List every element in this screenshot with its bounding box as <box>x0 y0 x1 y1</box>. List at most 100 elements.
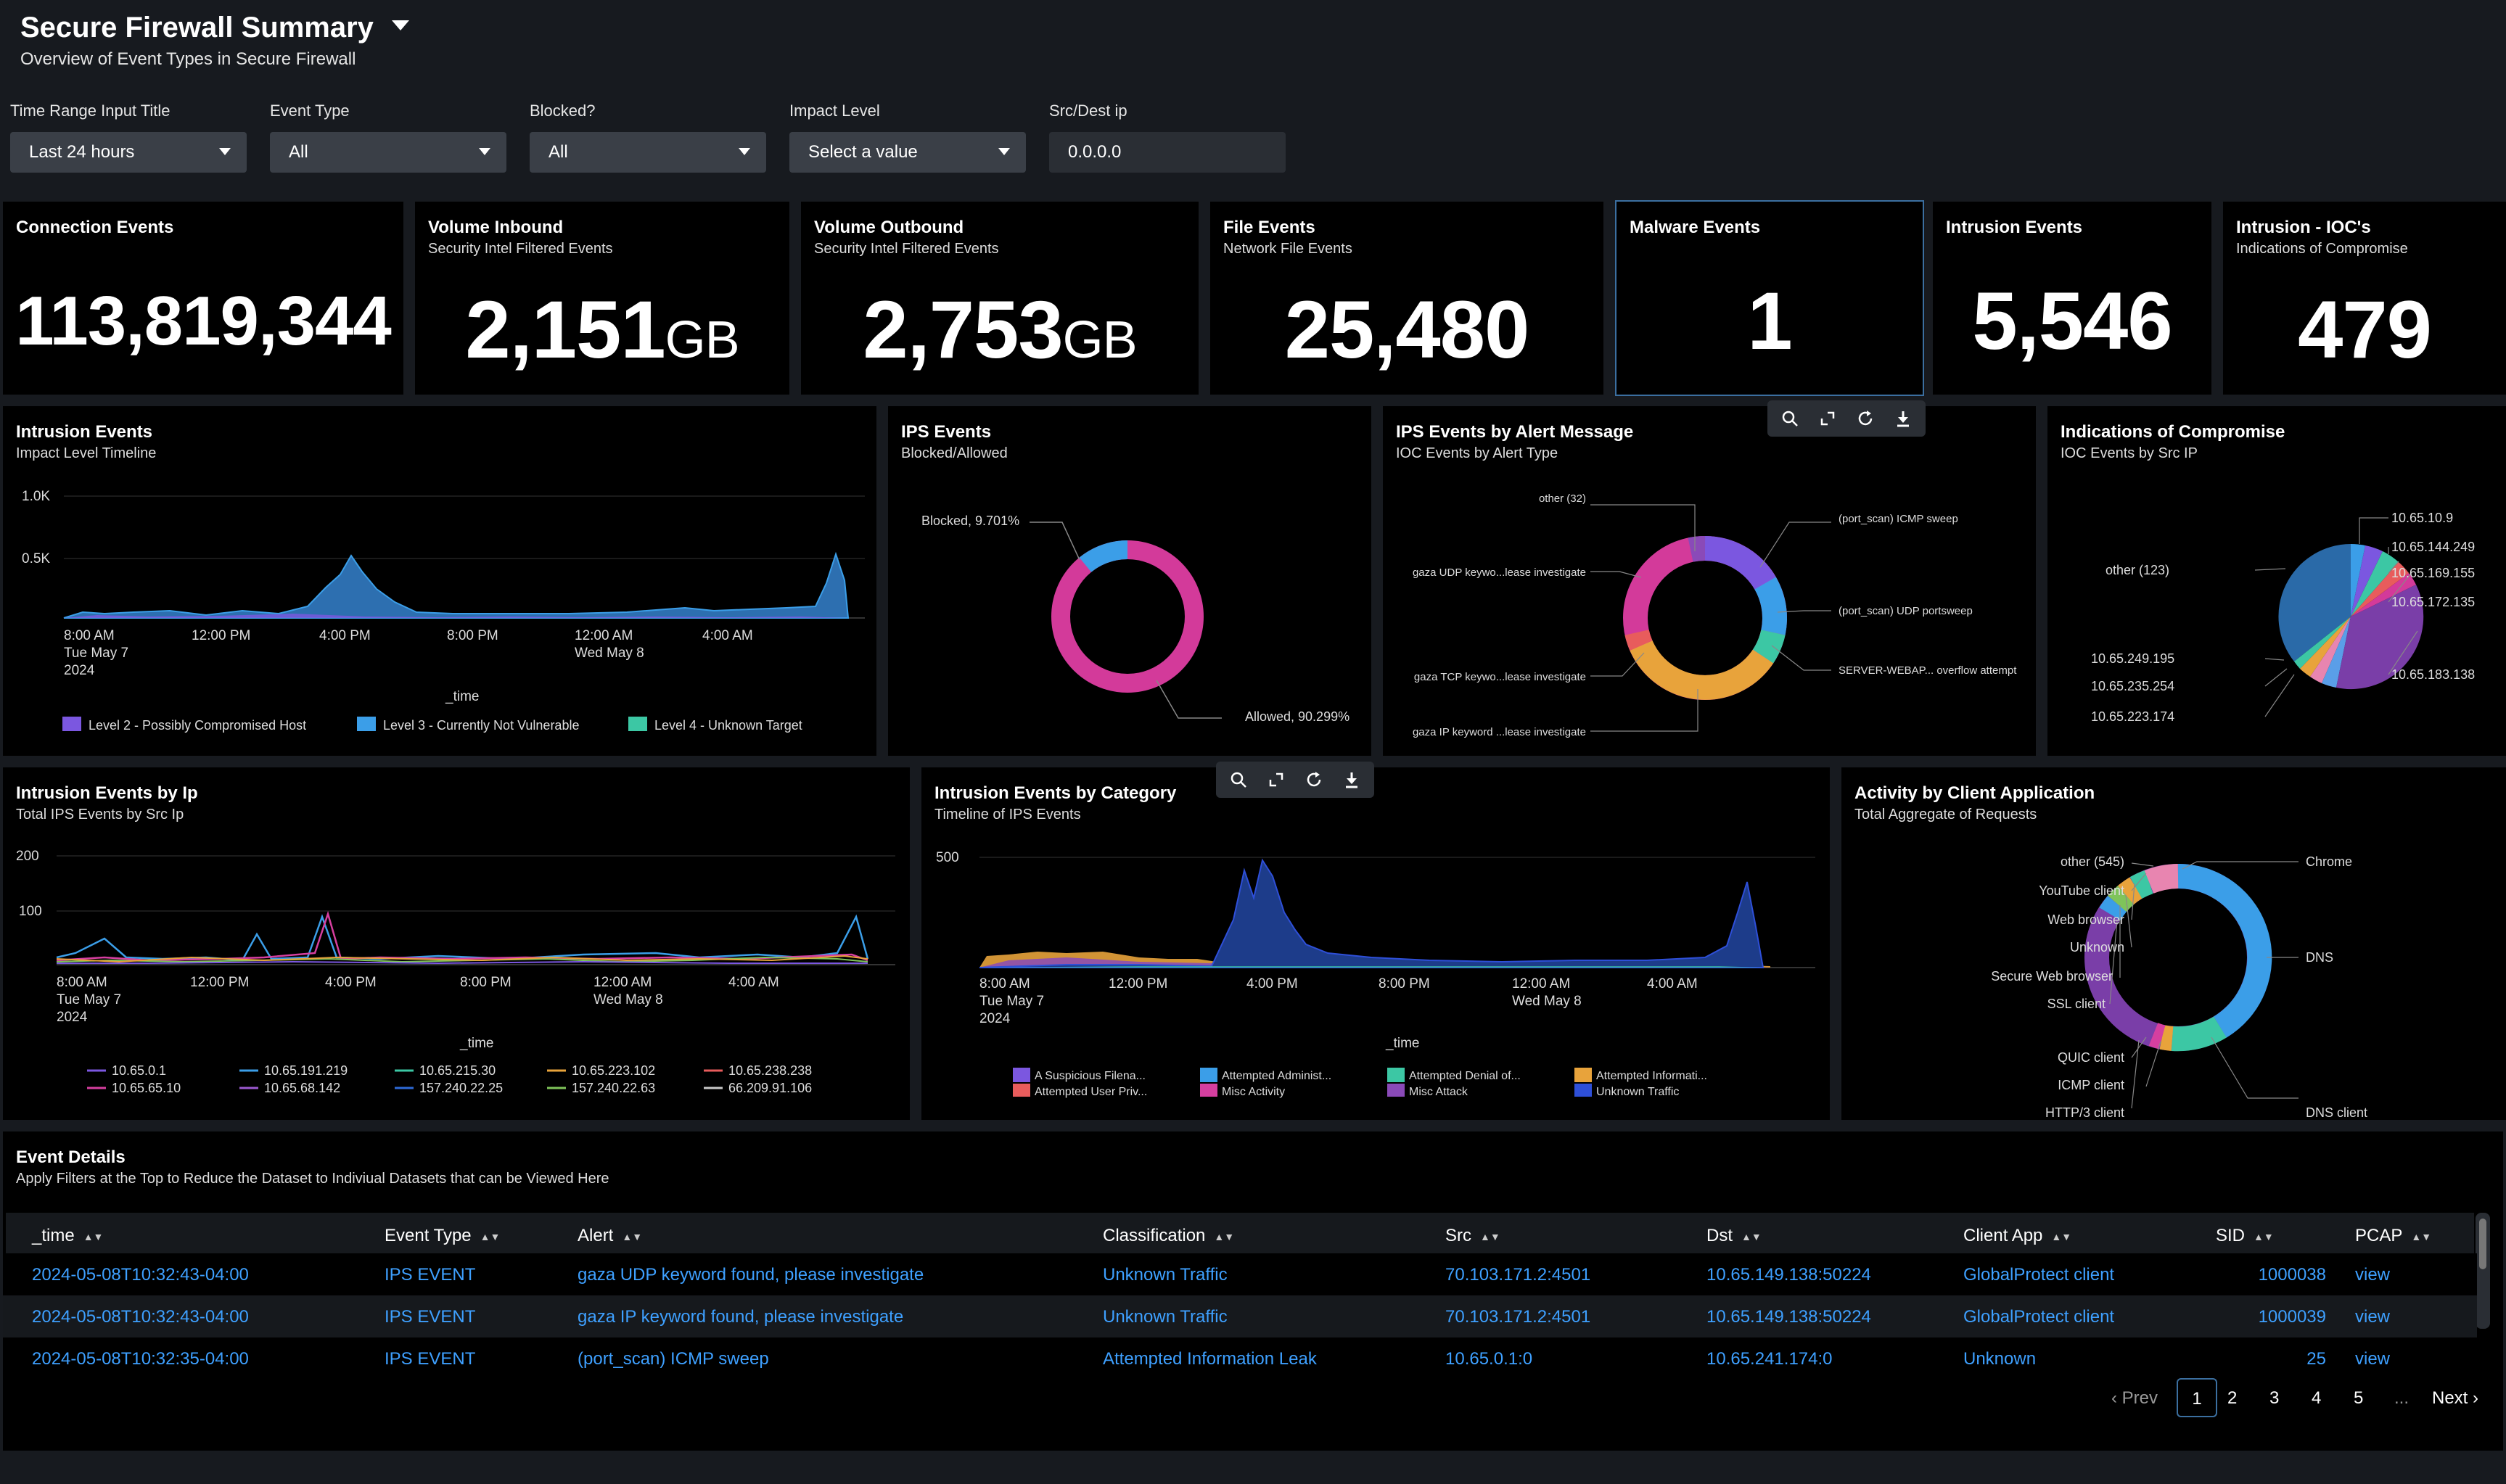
cell-dst[interactable]: 10.65.149.138:50224 <box>1706 1307 1871 1327</box>
pagination-page[interactable]: 4 <box>2312 1388 2322 1408</box>
cell-alert[interactable]: gaza IP keyword found, please investigat… <box>578 1307 904 1327</box>
column-header-src[interactable]: Src ▲▼ <box>1445 1226 1500 1245</box>
refresh-icon[interactable] <box>1856 409 1875 428</box>
kpi-malware-events[interactable]: Malware Events 1 <box>1615 200 1924 396</box>
cell-time[interactable]: 2024-05-08T10:32:43-04:00 <box>32 1265 249 1285</box>
cell-sid[interactable]: 25 <box>2306 1349 2326 1369</box>
cell-time[interactable]: 2024-05-08T10:32:43-04:00 <box>32 1307 249 1327</box>
client-app-donut: other (545) YouTube client Web browser U… <box>1991 854 2367 1120</box>
column-header-dst[interactable]: Dst ▲▼ <box>1706 1226 1762 1245</box>
blocked-dropdown[interactable]: All <box>530 132 766 173</box>
table-scrollbar[interactable] <box>2476 1213 2490 1329</box>
refresh-icon[interactable] <box>1305 770 1323 789</box>
cell-classification[interactable]: Unknown Traffic <box>1103 1307 1228 1327</box>
impact-level-value: Select a value <box>808 142 918 162</box>
kpi-title: File Events <box>1223 218 1315 237</box>
cell-src[interactable]: 70.103.171.2:4501 <box>1445 1265 1591 1285</box>
pagination-page[interactable]: 5 <box>2354 1388 2364 1408</box>
cell-classification[interactable]: Unknown Traffic <box>1103 1265 1228 1285</box>
x-tick: 8:00 AM <box>64 628 115 643</box>
pagination-prev[interactable]: ‹ Prev <box>2111 1388 2158 1408</box>
legend-label: Attempted Administ... <box>1222 1070 1331 1082</box>
cell-event-type[interactable]: IPS EVENT <box>385 1265 476 1285</box>
sort-icon: ▲▼ <box>2051 1230 2072 1242</box>
pie-label: 10.65.235.254 <box>2091 679 2174 693</box>
panel-title: Intrusion Events by Ip <box>16 783 198 803</box>
cell-classification[interactable]: Attempted Information Leak <box>1103 1349 1317 1369</box>
expand-icon[interactable] <box>1818 409 1837 428</box>
pagination-next[interactable]: Next › <box>2432 1388 2479 1408</box>
cell-alert[interactable]: (port_scan) ICMP sweep <box>578 1349 769 1369</box>
cell-pcap-view-link[interactable]: view <box>2355 1307 2391 1327</box>
panel-subtitle: Total Aggregate of Requests <box>1854 807 2037 823</box>
table-row[interactable]: 2024-05-08T10:32:43-04:00 IPS EVENT gaza… <box>3 1253 2477 1295</box>
cell-src[interactable]: 70.103.171.2:4501 <box>1445 1307 1591 1327</box>
cell-dst[interactable]: 10.65.241.174:0 <box>1706 1349 1833 1369</box>
cell-event-type[interactable]: IPS EVENT <box>385 1307 476 1327</box>
donut-label: Unknown <box>2070 940 2124 955</box>
legend-label: 157.240.22.25 <box>419 1081 503 1095</box>
expand-icon[interactable] <box>1267 770 1286 789</box>
cell-sid[interactable]: 1000038 <box>2258 1265 2326 1285</box>
column-header-classification[interactable]: Classification ▲▼ <box>1103 1226 1235 1245</box>
blocked-label: Blocked? <box>530 102 596 120</box>
title-dropdown-icon[interactable] <box>392 20 409 30</box>
cell-alert[interactable]: gaza UDP keyword found, please investiga… <box>578 1265 924 1285</box>
x-tick: 8:00 PM <box>1379 976 1430 992</box>
ioc-pie: 10.65.10.9 10.65.144.249 10.65.169.155 1… <box>2091 511 2475 724</box>
table-row[interactable]: 2024-05-08T10:32:35-04:00 IPS EVENT (por… <box>3 1337 2477 1380</box>
time-range-value: Last 24 hours <box>29 142 135 162</box>
x-year: 2024 <box>57 1010 88 1025</box>
panel-subtitle: Apply Filters at the Top to Reduce the D… <box>16 1171 609 1187</box>
ips-events-donut: Blocked, 9.701% Allowed, 90.299% <box>921 514 1349 724</box>
kpi-value: 25,480 <box>1284 284 1530 375</box>
kpi-subtitle: Indications of Compromise <box>2236 241 2408 257</box>
cell-pcap-view-link[interactable]: view <box>2355 1265 2391 1285</box>
legend-label: 10.65.191.219 <box>264 1063 348 1078</box>
column-header-pcap[interactable]: PCAP ▲▼ <box>2355 1226 2432 1245</box>
sort-icon: ▲▼ <box>622 1230 643 1242</box>
cell-time[interactable]: 2024-05-08T10:32:35-04:00 <box>32 1349 249 1369</box>
panel-title: IPS Events by Alert Message <box>1396 422 1634 442</box>
cell-client-app[interactable]: GlobalProtect client <box>1963 1307 2115 1327</box>
impact-level-dropdown[interactable]: Select a value <box>789 132 1026 173</box>
pie-label: 10.65.169.155 <box>2391 566 2475 580</box>
column-header-time[interactable]: _time ▲▼ <box>32 1226 104 1245</box>
download-icon[interactable] <box>1342 770 1361 789</box>
legend-label: 10.65.223.102 <box>572 1063 655 1078</box>
search-icon[interactable] <box>1229 770 1248 789</box>
x-date: Wed May 8 <box>575 646 644 661</box>
x-date: Tue May 7 <box>57 992 121 1007</box>
search-icon[interactable] <box>1780 409 1799 428</box>
page-title[interactable]: Secure Firewall Summary <box>20 12 374 44</box>
cell-client-app[interactable]: Unknown <box>1963 1349 2037 1369</box>
event-type-dropdown[interactable]: All <box>270 132 506 173</box>
x-tick: 4:00 AM <box>1647 976 1698 992</box>
column-header-client-app[interactable]: Client App ▲▼ <box>1963 1226 2072 1245</box>
legend-label: 10.65.0.1 <box>112 1063 166 1078</box>
cell-dst[interactable]: 10.65.149.138:50224 <box>1706 1265 1871 1285</box>
donut-label: Allowed, 90.299% <box>1245 709 1349 724</box>
download-icon[interactable] <box>1894 409 1913 428</box>
column-header-sid[interactable]: SID ▲▼ <box>2216 1226 2274 1245</box>
cell-sid[interactable]: 1000039 <box>2258 1307 2326 1327</box>
table-row[interactable]: 2024-05-08T10:32:43-04:00 IPS EVENT gaza… <box>3 1295 2477 1337</box>
time-range-dropdown[interactable]: Last 24 hours <box>10 132 247 173</box>
pagination-page[interactable]: 3 <box>2269 1388 2280 1408</box>
column-header-event-type[interactable]: Event Type ▲▼ <box>385 1226 501 1245</box>
panel-title: Intrusion Events <box>16 422 153 442</box>
pagination-page-current[interactable]: 1 <box>2177 1378 2217 1417</box>
cell-client-app[interactable]: GlobalProtect client <box>1963 1265 2115 1285</box>
column-header-alert[interactable]: Alert ▲▼ <box>578 1226 643 1245</box>
cell-pcap-view-link[interactable]: view <box>2355 1349 2391 1369</box>
x-tick: 4:00 PM <box>325 975 377 990</box>
chevron-down-icon <box>998 148 1010 155</box>
src-dest-ip-input[interactable]: 0.0.0.0 <box>1049 132 1286 173</box>
panel-toolbar <box>1216 762 1374 798</box>
pie-label: 10.65.144.249 <box>2391 540 2475 554</box>
cell-src[interactable]: 10.65.0.1:0 <box>1445 1349 1533 1369</box>
cell-event-type[interactable]: IPS EVENT <box>385 1349 476 1369</box>
panel-toolbar <box>1767 400 1926 437</box>
pagination-page[interactable]: 2 <box>2227 1388 2238 1408</box>
panel-subtitle: Total IPS Events by Src Ip <box>16 807 184 823</box>
